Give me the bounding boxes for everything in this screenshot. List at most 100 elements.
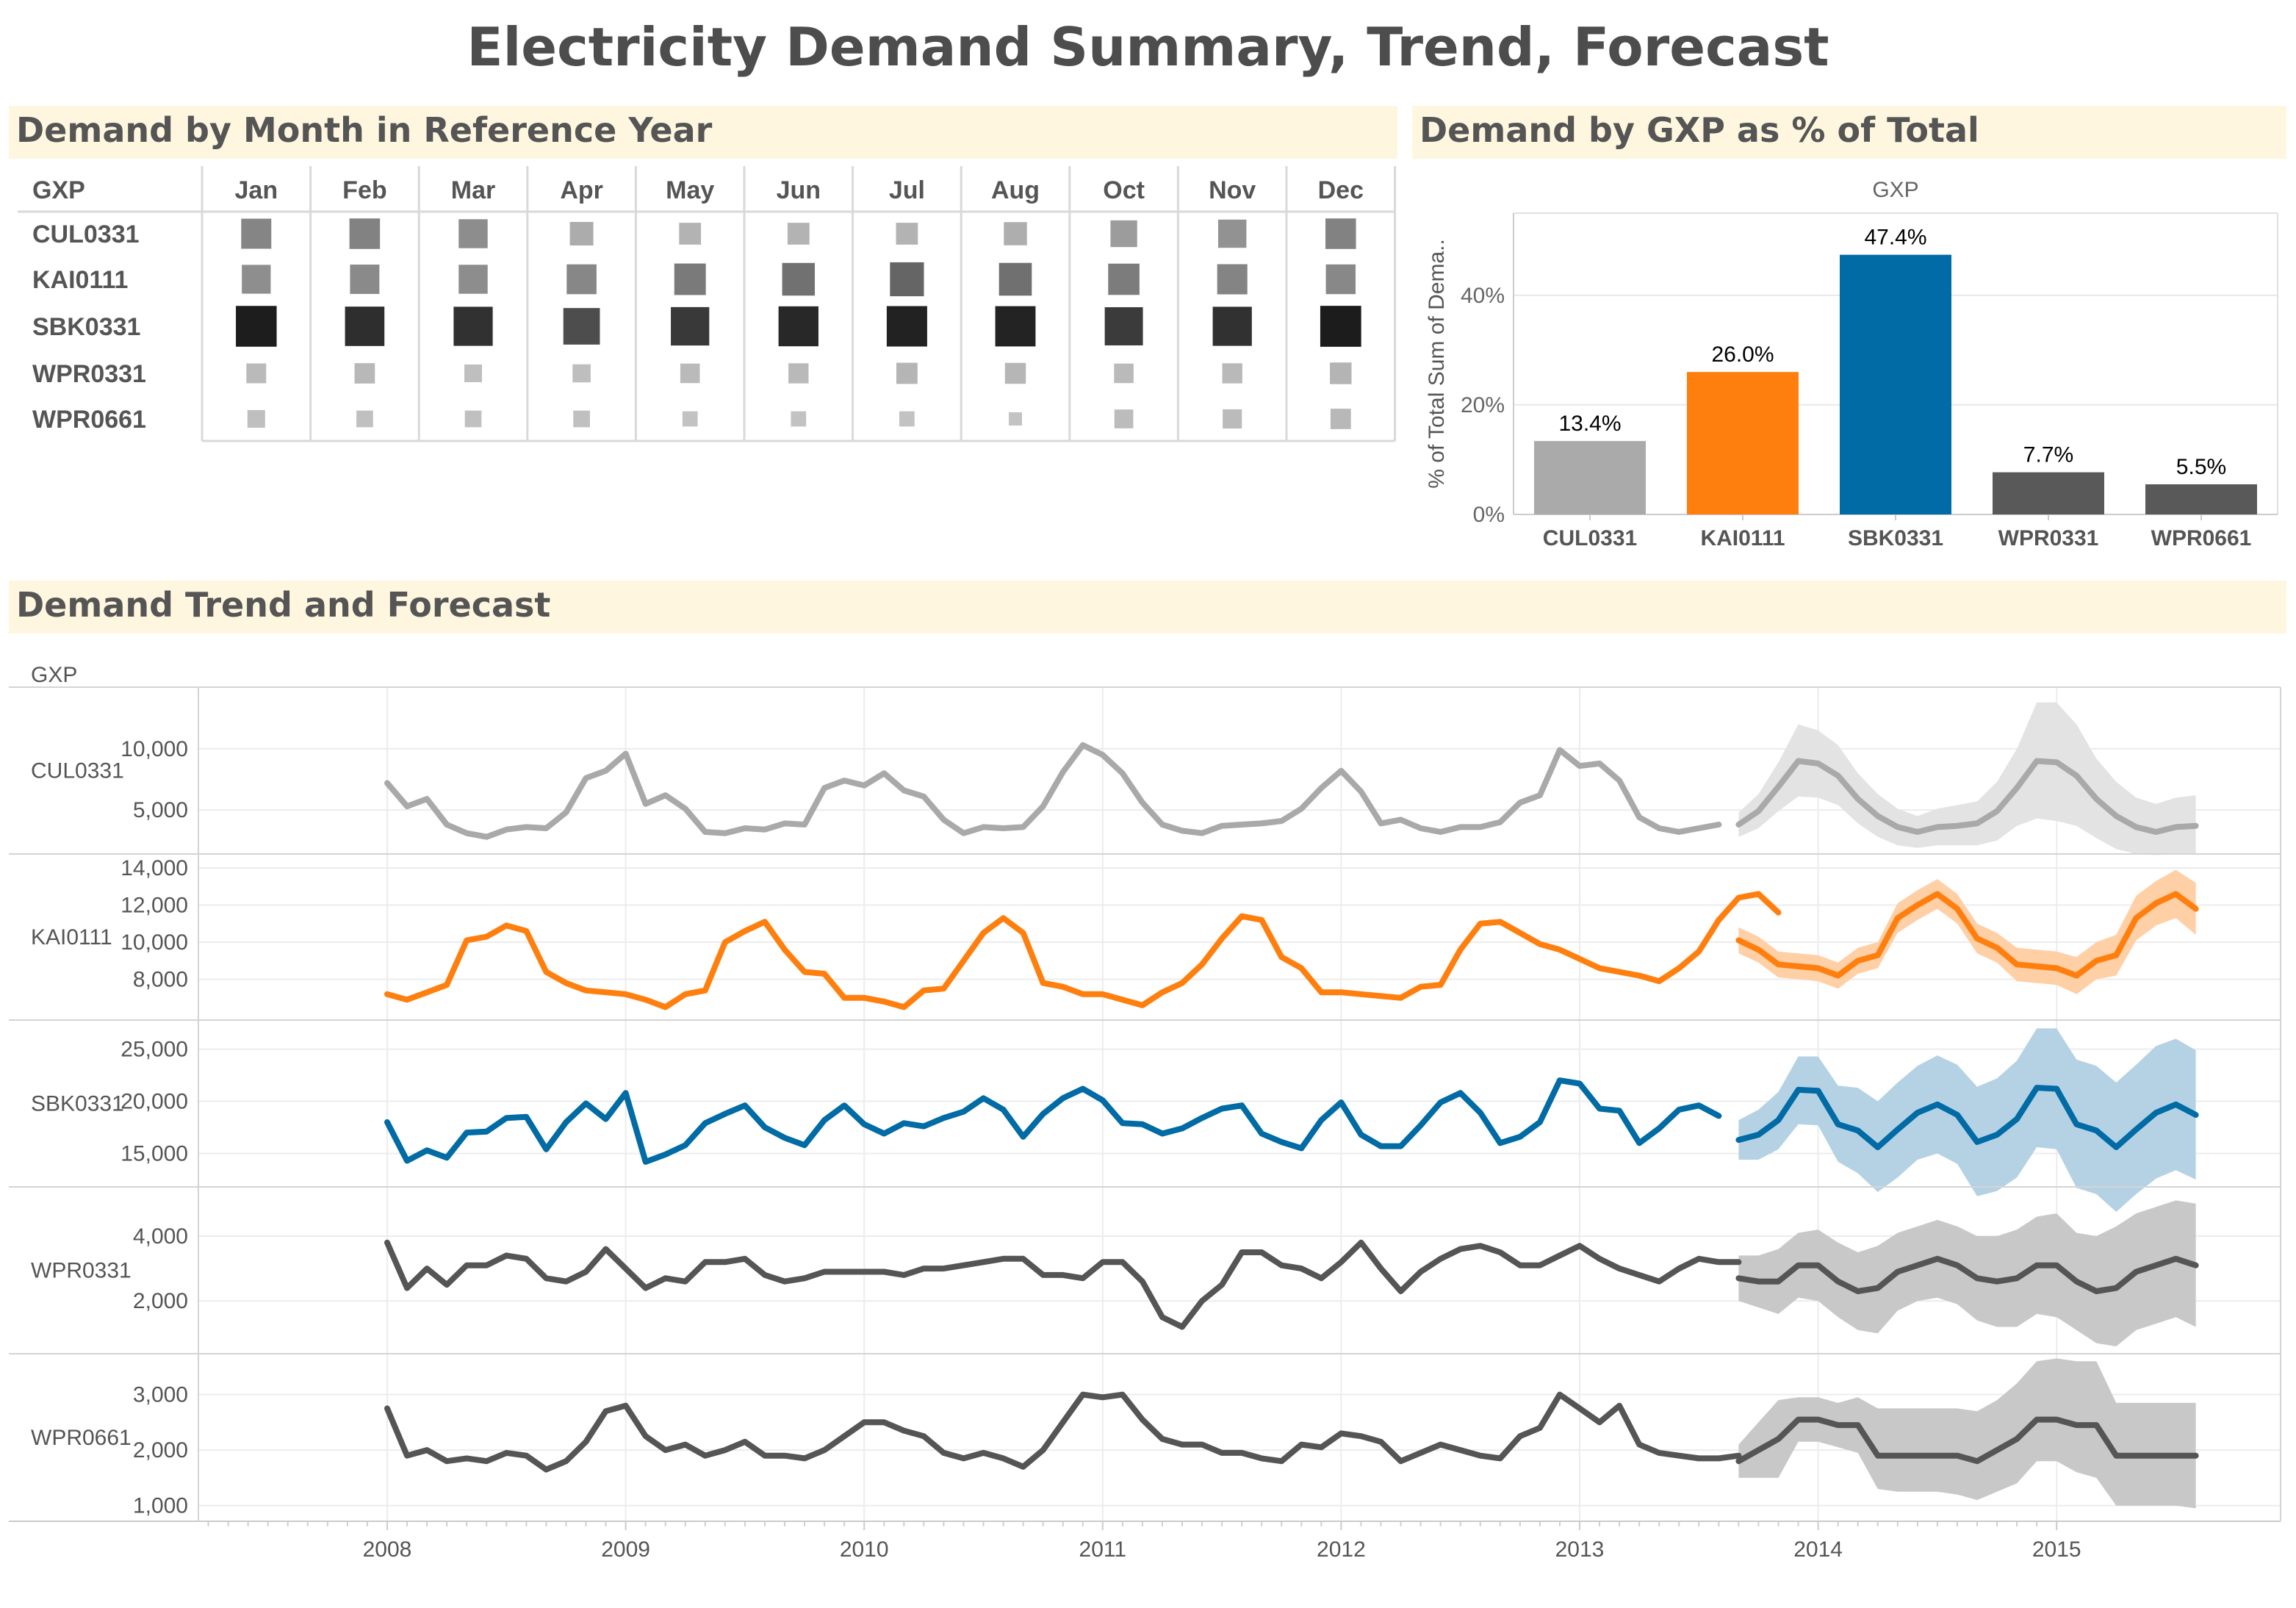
heatmap-cell xyxy=(1330,362,1352,384)
heatmap-cell xyxy=(1218,219,1247,248)
bar-value-label: 7.7% xyxy=(2023,443,2073,467)
heatmap-row-sbk0331: SBK0331 xyxy=(32,313,140,341)
heatmap-cell xyxy=(356,410,373,428)
heatmap-cell xyxy=(1004,222,1027,245)
heatmap-cell xyxy=(791,411,807,427)
heatmap-column-aug: Aug xyxy=(991,176,1040,204)
heatmap-cell xyxy=(573,410,590,428)
trend-forecast-band xyxy=(1738,1358,2196,1509)
month-section-title: Demand by Month in Reference Year xyxy=(16,110,713,150)
trend-y-tick-label: 4,000 xyxy=(133,1224,188,1249)
trend-x-tick-label: 2014 xyxy=(1793,1537,1843,1562)
trend-panel-label: WPR0331 xyxy=(31,1259,132,1283)
trend-y-tick-label: 2,000 xyxy=(133,1289,188,1313)
bar-kai0111 xyxy=(1687,372,1799,514)
bar-category-label: KAI0111 xyxy=(1700,526,1785,550)
bar-category-label: CUL0331 xyxy=(1543,526,1637,550)
trend-forecast-line xyxy=(1735,891,2199,979)
trend-y-tick-label: 12,000 xyxy=(120,894,188,918)
trend-panel-kai0111: KAI0111 8,000 10,000 12,000 14,000 xyxy=(9,853,2281,1011)
month-heatmap: GXP Jan Feb Mar Apr May Jun Jul Aug Oct Nov Dec CUL0… xyxy=(18,166,1397,442)
trend-section-title: Demand Trend and Forecast xyxy=(16,585,551,625)
heatmap-column-oct: Oct xyxy=(1103,176,1145,204)
trend-forecast-chart: GXP 2008 2009 2010 2011 2012 2013 2014 2015 CUL03… xyxy=(9,663,2281,1562)
heatmap-cell xyxy=(1004,362,1026,384)
heatmap-column-dec: Dec xyxy=(1318,176,1364,204)
heatmap-cell xyxy=(241,218,272,249)
heatmap-cell xyxy=(242,265,271,294)
trend-forecast-line xyxy=(1735,1255,2199,1294)
trend-row-header: GXP xyxy=(31,663,77,687)
heatmap-cell xyxy=(782,262,816,296)
trend-panel-label: SBK0331 xyxy=(31,1092,124,1116)
heatmap-cell xyxy=(563,308,600,345)
bar-x-axis-title: GXP xyxy=(1872,178,1918,202)
heatmap-cell xyxy=(890,262,924,297)
trend-section-header: Demand Trend and Forecast xyxy=(9,581,2286,633)
heatmap-cell xyxy=(1325,218,1356,249)
month-section-header: Demand by Month in Reference Year xyxy=(9,106,1397,159)
bar-y-tick-label: 20% xyxy=(1461,393,1505,417)
heatmap-cell xyxy=(1222,363,1242,384)
trend-x-tick-label: 2012 xyxy=(1317,1537,1366,1562)
heatmap-column-jun: Jun xyxy=(777,176,821,204)
heatmap-cell xyxy=(886,306,927,347)
heatmap-cell xyxy=(1212,306,1252,346)
heatmap-row-cul0331: CUL0331 xyxy=(32,220,140,248)
heatmap-row-kai0111: KAI0111 xyxy=(32,266,128,294)
heatmap-cell xyxy=(464,364,483,383)
trend-panel-cul0331: CUL0331 5,000 10,000 xyxy=(9,686,2281,855)
heatmap-cell xyxy=(1110,220,1137,248)
trend-x-tick-label: 2011 xyxy=(1079,1537,1127,1562)
trend-x-tick-label: 2008 xyxy=(363,1537,412,1562)
heatmap-cell xyxy=(1320,306,1361,347)
trend-y-tick-label: 14,000 xyxy=(120,856,188,880)
bar-category-label: SBK0331 xyxy=(1848,526,1943,550)
heatmap-cell xyxy=(1223,409,1242,429)
bar-wpr0331 xyxy=(1993,472,2104,514)
heatmap-cell xyxy=(458,219,488,248)
heatmap-cell xyxy=(246,363,267,384)
trend-y-tick-label: 3,000 xyxy=(133,1383,188,1407)
heatmap-cell xyxy=(350,265,380,294)
heatmap-cell xyxy=(1325,264,1356,295)
heatmap-cell xyxy=(680,363,700,384)
trend-forecast-line xyxy=(1735,1416,2199,1465)
trend-y-tick-label: 1,000 xyxy=(133,1494,188,1518)
heatmap-cell xyxy=(674,263,706,295)
heatmap-column-feb: Feb xyxy=(342,176,386,204)
heatmap-cell xyxy=(569,221,594,246)
bar-value-label: 13.4% xyxy=(1558,412,1621,436)
heatmap-cell xyxy=(896,362,918,384)
trend-y-tick-label: 2,000 xyxy=(133,1438,188,1462)
heatmap-cell xyxy=(899,411,915,427)
gxp-share-bar-chart: GXP 0% 20% 40% % of Total Sum of Dema.. 13.4%… xyxy=(1425,178,2278,550)
heatmap-column-jul: Jul xyxy=(889,176,925,204)
heatmap-cell xyxy=(349,218,381,249)
heatmap-column-may: May xyxy=(666,176,714,204)
bar-y-axis-title: % of Total Sum of Dema.. xyxy=(1425,239,1449,489)
bar-value-label: 47.4% xyxy=(1864,226,1926,250)
trend-forecast-line xyxy=(1735,758,2199,835)
trend-x-tick-label: 2013 xyxy=(1555,1537,1605,1562)
trend-actual-line xyxy=(384,1239,1742,1330)
heatmap-cell xyxy=(453,306,493,346)
heatmap-cell xyxy=(995,306,1036,347)
heatmap-cell xyxy=(345,306,385,346)
bar-category-label: WPR0331 xyxy=(1998,526,2099,550)
heatmap-cell xyxy=(1330,409,1351,429)
heatmap-cell xyxy=(1104,307,1143,345)
trend-actual-line xyxy=(384,742,1722,840)
heatmap-cell xyxy=(566,264,597,295)
page-title: Electricity Demand Summary, Trend, Forec… xyxy=(467,16,1829,78)
trend-actual-line xyxy=(384,1077,1722,1165)
gxp-share-section-title: Demand by GXP as % of Total xyxy=(1419,110,1979,150)
trend-actual-line xyxy=(384,891,1782,1011)
trend-y-tick-label: 10,000 xyxy=(120,737,188,761)
heatmap-cell xyxy=(1217,264,1248,295)
heatmap-cell xyxy=(1108,263,1140,295)
bar-category-label: WPR0661 xyxy=(2151,526,2252,550)
bar-value-label: 5.5% xyxy=(2176,455,2226,479)
